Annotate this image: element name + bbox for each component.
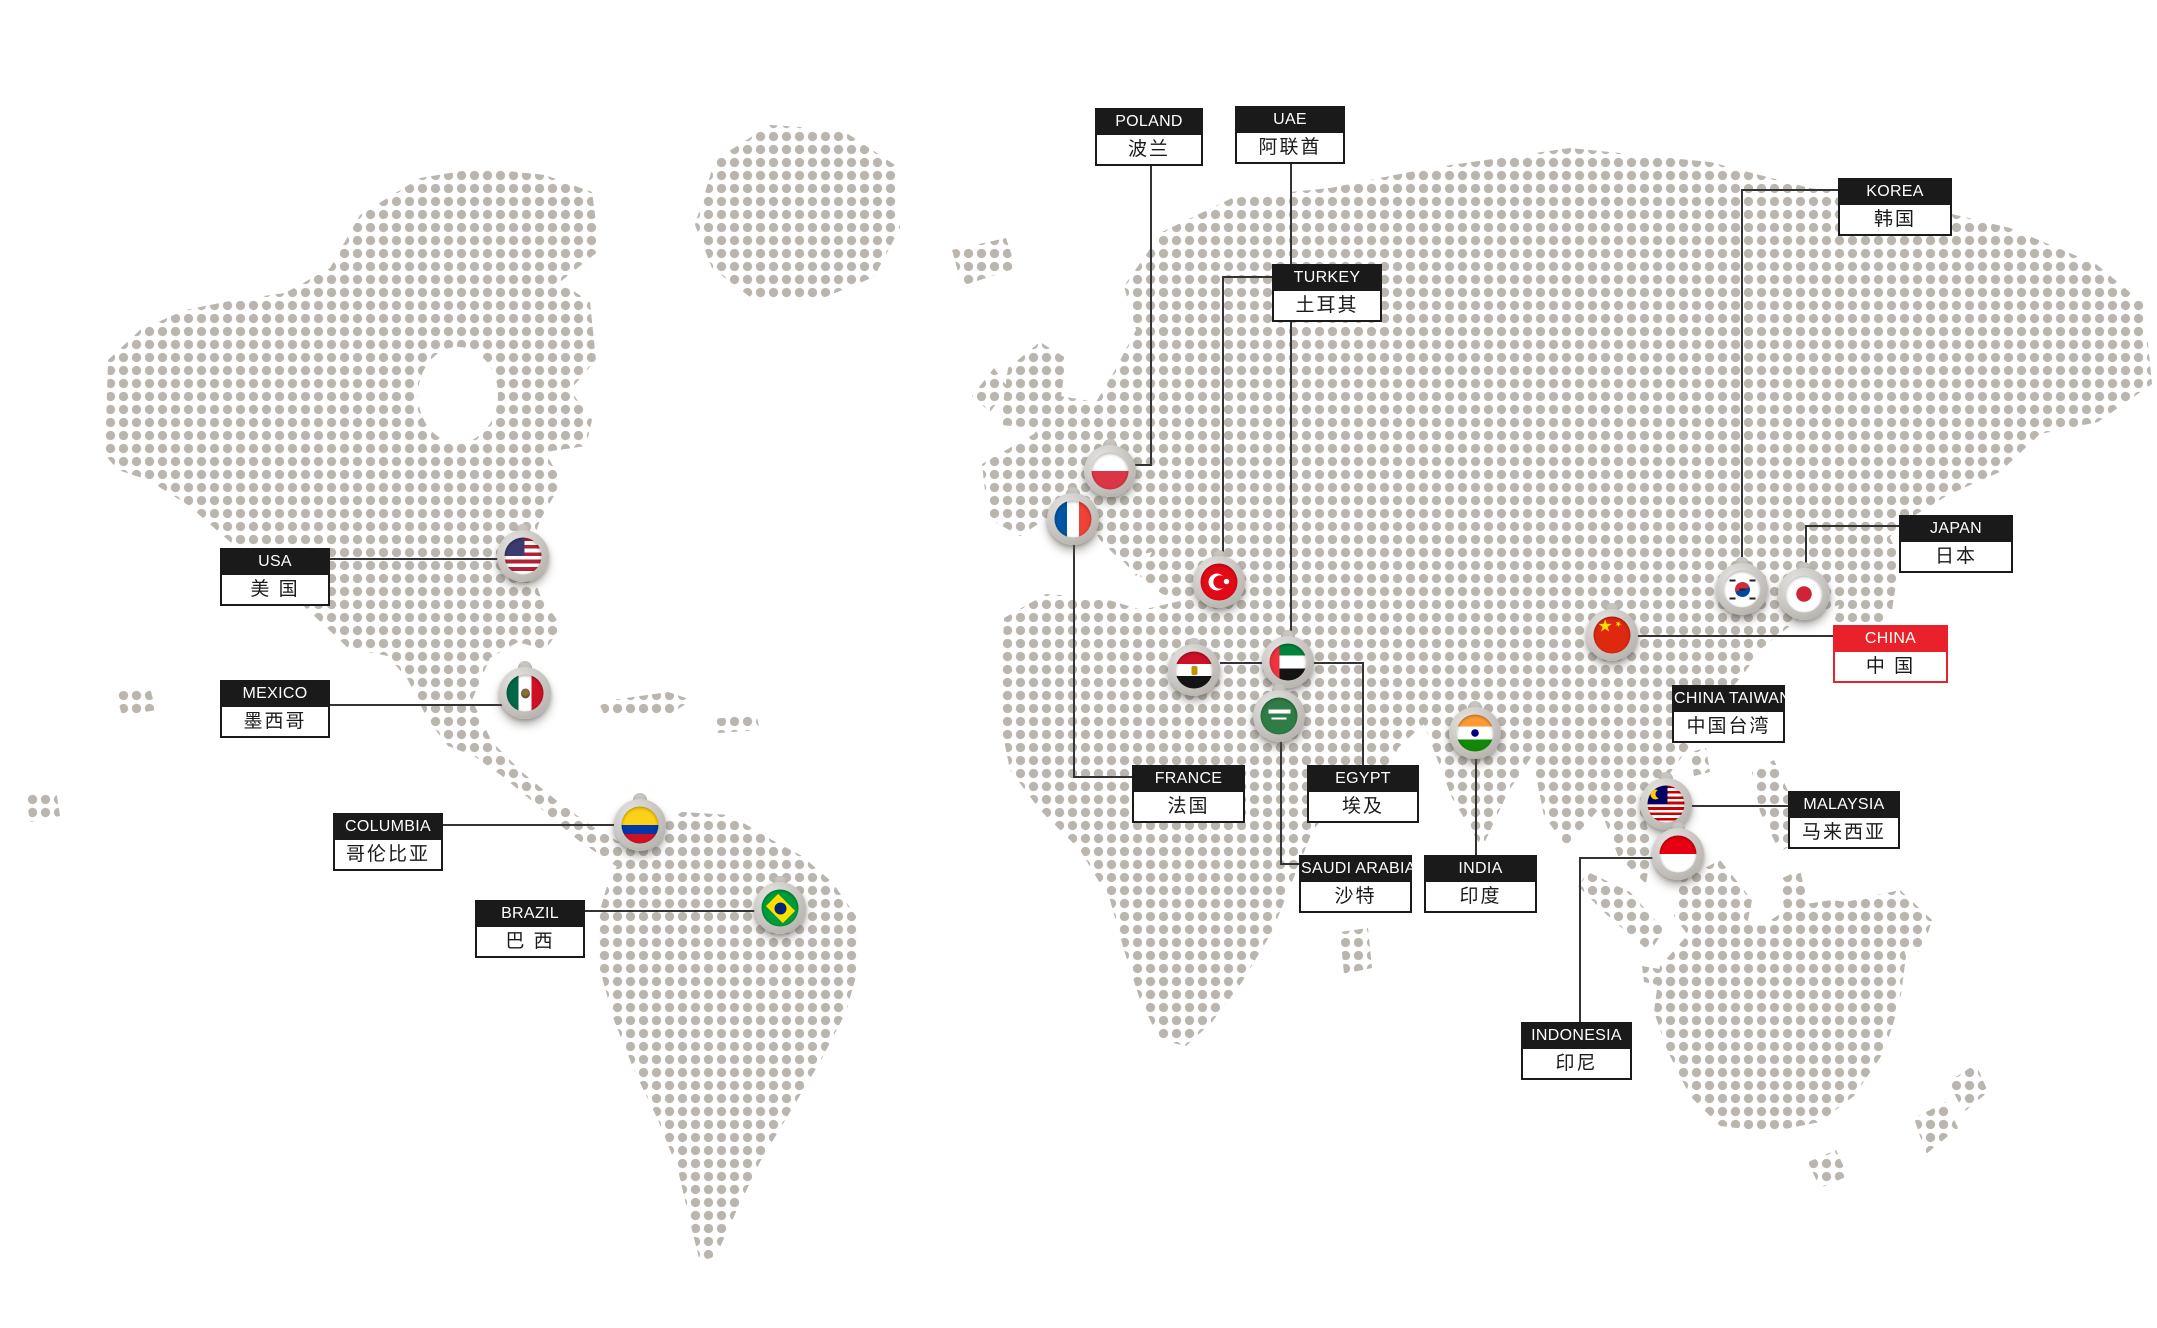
country-label-brazil: BRAZIL 巴 西 <box>475 900 585 958</box>
country-name-en: CHINA TAIWAN <box>1672 685 1791 710</box>
flag-turkey-icon <box>1200 563 1238 601</box>
marker-india <box>1449 701 1501 759</box>
country-name-en: KOREA <box>1838 178 1952 203</box>
country-name-zh: 波兰 <box>1095 133 1203 166</box>
country-label-mexico: MEXICO 墨西哥 <box>220 680 330 738</box>
country-name-zh: 印尼 <box>1521 1047 1632 1080</box>
flag-mexico-icon <box>506 674 544 712</box>
connector-japan <box>1805 525 1899 571</box>
marker-uae <box>1262 630 1314 688</box>
flag-poland-icon <box>1091 452 1129 490</box>
country-name-en: UAE <box>1235 106 1345 131</box>
country-name-en: EGYPT <box>1307 765 1419 790</box>
country-label-china: CHINA 中 国 <box>1833 625 1948 683</box>
country-label-usa: USA 美 国 <box>220 548 330 606</box>
flag-china-icon <box>1593 616 1631 654</box>
country-label-saudi_arabia: SAUDI ARABIA 沙特 <box>1299 855 1415 913</box>
connector-poland <box>1134 162 1152 466</box>
country-label-columbia: COLUMBIA 哥伦比亚 <box>333 813 443 871</box>
marker-turkey <box>1193 550 1245 608</box>
country-label-japan: JAPAN 日本 <box>1899 515 2013 573</box>
flag-brazil-icon <box>761 889 799 927</box>
flag-korea-icon <box>1723 570 1761 608</box>
hudson-bay-gap <box>418 347 498 443</box>
country-name-en: POLAND <box>1095 108 1203 133</box>
flag-france-icon <box>1054 500 1092 538</box>
marker-columbia <box>614 793 666 851</box>
country-label-korea: KOREA 韩国 <box>1838 178 1952 236</box>
country-name-zh: 阿联酋 <box>1235 131 1345 164</box>
flag-usa-icon <box>504 537 542 575</box>
country-name-zh: 巴 西 <box>475 925 585 958</box>
flag-japan-icon <box>1785 575 1823 613</box>
country-name-en: CHINA <box>1833 625 1948 650</box>
country-name-zh: 韩国 <box>1838 203 1952 236</box>
country-name-zh: 沙特 <box>1299 880 1412 913</box>
country-label-turkey: TURKEY 土耳其 <box>1272 264 1382 322</box>
connector-korea <box>1741 189 1838 565</box>
marker-brazil <box>754 876 806 934</box>
marker-korea <box>1716 557 1768 615</box>
country-name-zh: 墨西哥 <box>220 705 330 738</box>
country-name-zh: 法国 <box>1132 790 1245 823</box>
marker-france <box>1047 487 1099 545</box>
country-label-egypt: EGYPT 埃及 <box>1307 765 1419 823</box>
flag-saudi-icon <box>1260 697 1298 735</box>
country-name-en: FRANCE <box>1132 765 1245 790</box>
marker-china <box>1586 603 1638 661</box>
connector-turkey <box>1222 276 1272 558</box>
marker-japan <box>1778 562 1830 620</box>
country-name-en: INDONESIA <box>1521 1022 1632 1047</box>
country-name-en: SAUDI ARABIA <box>1299 855 1415 880</box>
country-name-en: COLUMBIA <box>333 813 443 838</box>
country-name-zh: 日本 <box>1899 540 2013 573</box>
country-label-uae: UAE 阿联酋 <box>1235 106 1345 164</box>
country-name-zh: 中国台湾 <box>1672 710 1785 743</box>
country-label-indonesia: INDONESIA 印尼 <box>1521 1022 1632 1080</box>
flag-indonesia-icon <box>1659 835 1697 873</box>
country-name-en: INDIA <box>1424 855 1537 880</box>
country-name-zh: 埃及 <box>1307 790 1419 823</box>
country-label-india: INDIA 印度 <box>1424 855 1537 913</box>
country-name-en: USA <box>220 548 330 573</box>
marker-egypt <box>1168 638 1220 696</box>
marker-indonesia <box>1652 822 1704 880</box>
country-label-malaysia: MALAYSIA 马来西亚 <box>1788 791 1900 849</box>
country-label-poland: POLAND 波兰 <box>1095 108 1203 166</box>
country-name-zh: 哥伦比亚 <box>333 838 443 871</box>
marker-malaysia <box>1640 772 1692 830</box>
country-name-zh: 印度 <box>1424 880 1537 913</box>
country-name-en: TURKEY <box>1272 264 1382 289</box>
flag-colombia-icon <box>621 806 659 844</box>
connector-france <box>1073 544 1132 778</box>
flag-malaysia-icon <box>1647 785 1685 823</box>
marker-usa <box>497 524 549 582</box>
country-name-en: MEXICO <box>220 680 330 705</box>
flag-egypt-icon <box>1175 651 1213 689</box>
connector-indonesia <box>1579 857 1654 1022</box>
country-label-france: FRANCE 法国 <box>1132 765 1245 823</box>
country-name-en: MALAYSIA <box>1788 791 1900 816</box>
marker-poland <box>1084 439 1136 497</box>
marker-mexico <box>499 661 551 719</box>
country-name-zh: 中 国 <box>1833 650 1948 683</box>
country-label-china_taiwan: CHINA TAIWAN 中国台湾 <box>1672 685 1791 743</box>
country-name-zh: 马来西亚 <box>1788 816 1900 849</box>
country-name-zh: 美 国 <box>220 573 330 606</box>
flag-india-icon <box>1456 714 1494 752</box>
connector-saudi_arabia <box>1280 741 1299 865</box>
flag-uae-icon <box>1269 643 1307 681</box>
country-name-en: BRAZIL <box>475 900 585 925</box>
marker-saudi_arabia <box>1253 684 1305 742</box>
country-name-en: JAPAN <box>1899 515 2013 540</box>
country-name-zh: 土耳其 <box>1272 289 1382 322</box>
